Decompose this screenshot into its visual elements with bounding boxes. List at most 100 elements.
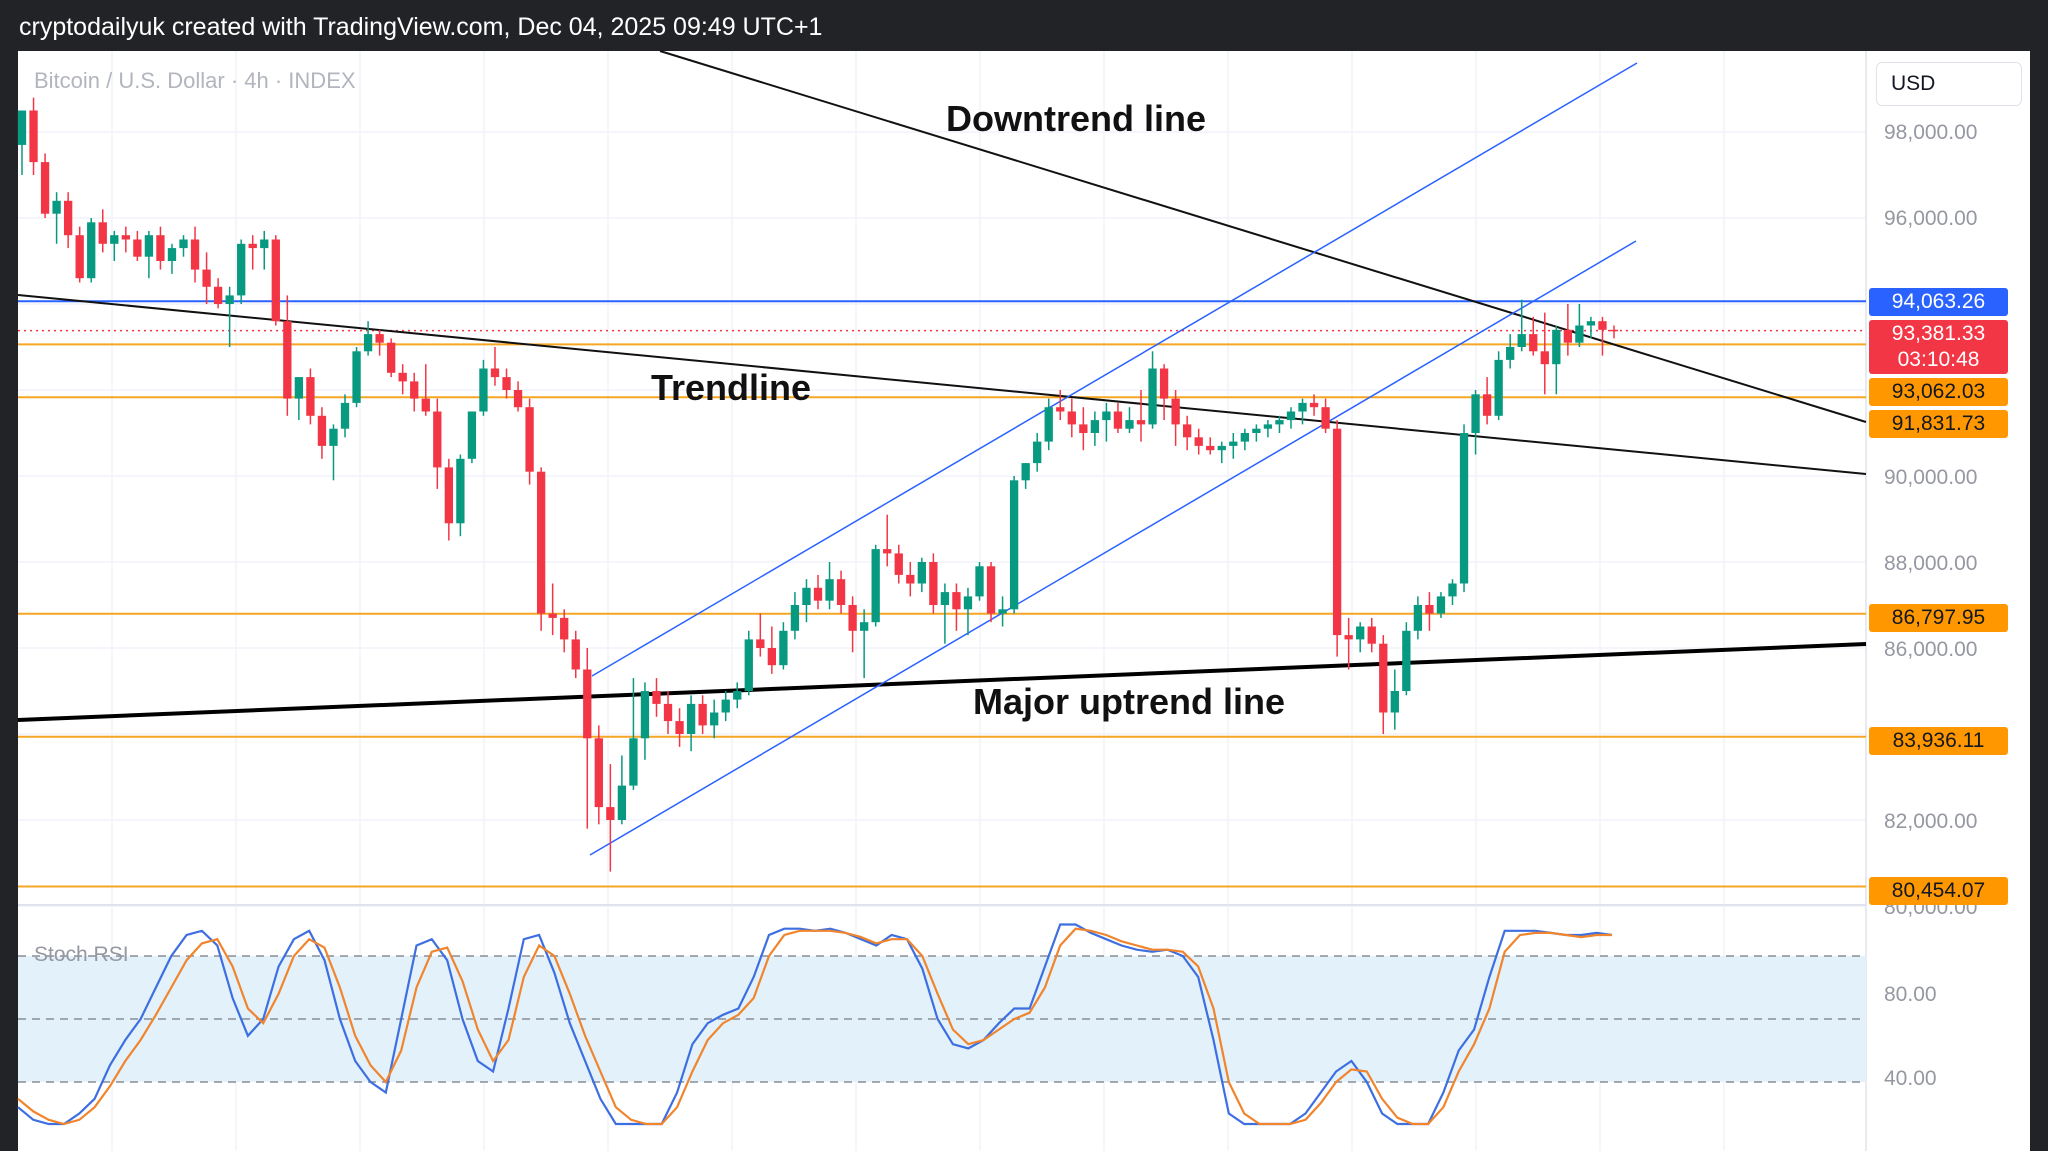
- channel-lower-line: [589, 240, 1637, 856]
- price-tag-countdown: 03:10:48: [1869, 346, 2008, 374]
- candle-body: [179, 239, 188, 249]
- candle-body: [144, 235, 154, 257]
- candle-body: [1356, 626, 1365, 640]
- candle-body: [202, 269, 211, 287]
- candle-body: [421, 398, 430, 412]
- candle-body: [917, 562, 926, 584]
- annotation-major-uptrend: Major uptrend line: [973, 681, 1286, 722]
- candle-body: [1056, 407, 1065, 412]
- channel-upper-line: [591, 62, 1638, 677]
- candle-body: [1367, 626, 1376, 644]
- candle-body: [1586, 321, 1596, 326]
- candle-body: [1136, 420, 1146, 425]
- candle-body: [52, 200, 61, 214]
- candle-body: [1252, 428, 1261, 433]
- candle-body: [248, 243, 257, 249]
- major-uptrend-line: [17, 642, 1867, 722]
- candle-body: [802, 587, 811, 605]
- candle-body: [1090, 420, 1100, 433]
- candle-body: [675, 721, 684, 734]
- candle-body: [859, 622, 869, 631]
- candle-body: [1206, 445, 1215, 451]
- candle-body: [479, 368, 488, 412]
- candle-body: [1044, 407, 1053, 442]
- candle-body: [1275, 420, 1284, 425]
- candle-body: [225, 295, 234, 304]
- candle-body: [583, 669, 592, 739]
- currency-button[interactable]: USD: [1876, 62, 2022, 106]
- candle-body: [986, 566, 996, 614]
- candle-body: [167, 248, 177, 261]
- candle-body: [929, 562, 938, 605]
- candle-body: [1517, 334, 1526, 347]
- candle-body: [1229, 441, 1238, 446]
- candle-body: [767, 648, 777, 666]
- candle-body: [640, 691, 650, 739]
- candle-body: [17, 110, 27, 145]
- candle-body: [963, 596, 973, 610]
- candle-body: [237, 243, 246, 296]
- candle-body: [536, 471, 546, 614]
- price-tag-86797: 86,797.95: [1869, 604, 2008, 632]
- downtrend-line: [659, 50, 1867, 423]
- candle-body: [213, 286, 223, 304]
- candle-body: [40, 162, 50, 214]
- candle-body: [1379, 643, 1388, 713]
- candle-body: [975, 566, 984, 597]
- candle-body: [1217, 445, 1226, 451]
- candle-body: [1194, 437, 1203, 446]
- candle-body: [813, 587, 823, 601]
- rsi-tick-40: 40.00: [1884, 1067, 1937, 1090]
- candle-body: [1425, 605, 1434, 614]
- rsi-tick-80: 80.00: [1884, 983, 1937, 1006]
- candle-body: [848, 605, 857, 631]
- candle-body: [1125, 420, 1134, 429]
- candle-body: [1148, 368, 1157, 425]
- candle-body: [410, 381, 419, 399]
- axis-tick-82000: 82,000.00: [1884, 810, 1978, 833]
- candle-body: [594, 738, 603, 808]
- candle-body: [710, 712, 719, 726]
- candle-body: [398, 372, 407, 382]
- candle-body: [1309, 402, 1319, 408]
- candle-body: [317, 415, 327, 446]
- candle-body: [560, 617, 569, 640]
- candle-body: [756, 639, 765, 648]
- candle-body: [571, 639, 580, 670]
- candle-body: [1482, 394, 1492, 416]
- candle-body: [156, 235, 165, 261]
- candle-body: [502, 377, 511, 390]
- candle-body: [871, 549, 880, 623]
- candle-body: [952, 592, 961, 610]
- candle-body: [525, 407, 534, 472]
- candle-body: [98, 222, 107, 244]
- candle-body: [1332, 428, 1342, 636]
- candle-body: [1402, 630, 1411, 691]
- candle-body: [721, 699, 730, 713]
- candle-body: [1079, 424, 1088, 433]
- candle-body: [1413, 605, 1423, 631]
- candle-body: [1102, 411, 1111, 421]
- candle-body: [1609, 329, 1619, 332]
- candle-body: [1540, 351, 1549, 365]
- candle-body: [283, 321, 292, 399]
- candle-body: [1459, 433, 1469, 584]
- price-tag-83936: 83,936.11: [1869, 727, 2008, 755]
- candle-body: [663, 703, 673, 722]
- candle-body: [606, 807, 615, 820]
- axis-tick-98000: 98,000.00: [1884, 121, 1978, 144]
- candle-body: [260, 239, 269, 249]
- candle-body: [779, 630, 788, 666]
- price-tag-current: 93,381.33: [1869, 320, 2008, 348]
- candle-body: [1113, 411, 1123, 429]
- candle-body: [329, 428, 338, 446]
- candle-body: [306, 377, 315, 416]
- left-border: [0, 51, 18, 1151]
- price-tag-93062: 93,062.03: [1869, 378, 2008, 406]
- axis-tick-88000: 88,000.00: [1884, 552, 1978, 575]
- candle-body: [190, 239, 200, 270]
- candle-body: [294, 377, 304, 399]
- candle-body: [998, 609, 1007, 614]
- candle-body: [352, 351, 361, 403]
